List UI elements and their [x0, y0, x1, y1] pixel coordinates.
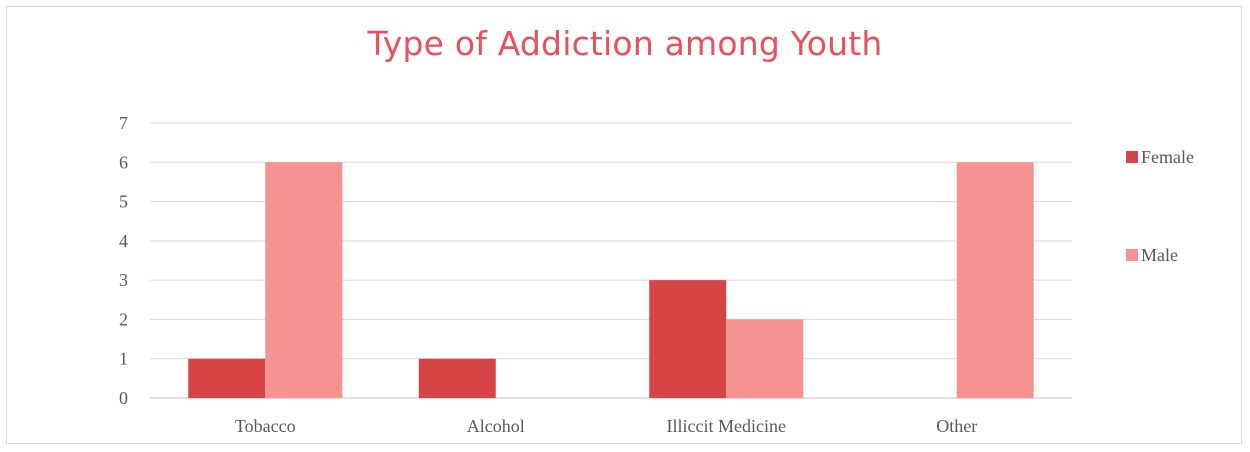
y-tick-label: 3: [119, 270, 128, 290]
bar-female-0: [188, 358, 266, 398]
x-category-label: Alcohol: [467, 416, 525, 436]
chart-title: Type of Addiction among Youth: [367, 24, 883, 63]
x-category-label: Other: [936, 416, 977, 436]
y-axis-ticks: 0 1 2 3 4 5 6 7: [119, 113, 128, 408]
y-tick-label: 4: [119, 231, 128, 251]
legend-swatch-female: [1126, 151, 1138, 163]
x-category-label: Illiccit Medicine: [667, 416, 786, 436]
bar-male-2: [726, 319, 804, 398]
bar-male-3: [956, 162, 1034, 398]
x-category-label: Tobacco: [235, 416, 296, 436]
bars: [188, 162, 1034, 398]
bar-female-1: [418, 358, 496, 398]
y-tick-label: 7: [119, 113, 128, 133]
legend-label-female: Female: [1141, 147, 1194, 167]
legend-swatch-male: [1126, 249, 1138, 261]
y-tick-label: 1: [119, 349, 128, 369]
y-tick-label: 6: [119, 152, 128, 172]
legend-label-male: Male: [1141, 245, 1178, 265]
bar-female-2: [649, 280, 727, 398]
bar-male-0: [265, 162, 343, 398]
y-tick-label: 0: [119, 388, 128, 408]
y-tick-label: 2: [119, 309, 128, 329]
y-tick-label: 5: [119, 192, 128, 212]
legend: Female Male: [1126, 147, 1194, 265]
x-axis-labels: Tobacco Alcohol Illiccit Medicine Other: [235, 416, 977, 436]
